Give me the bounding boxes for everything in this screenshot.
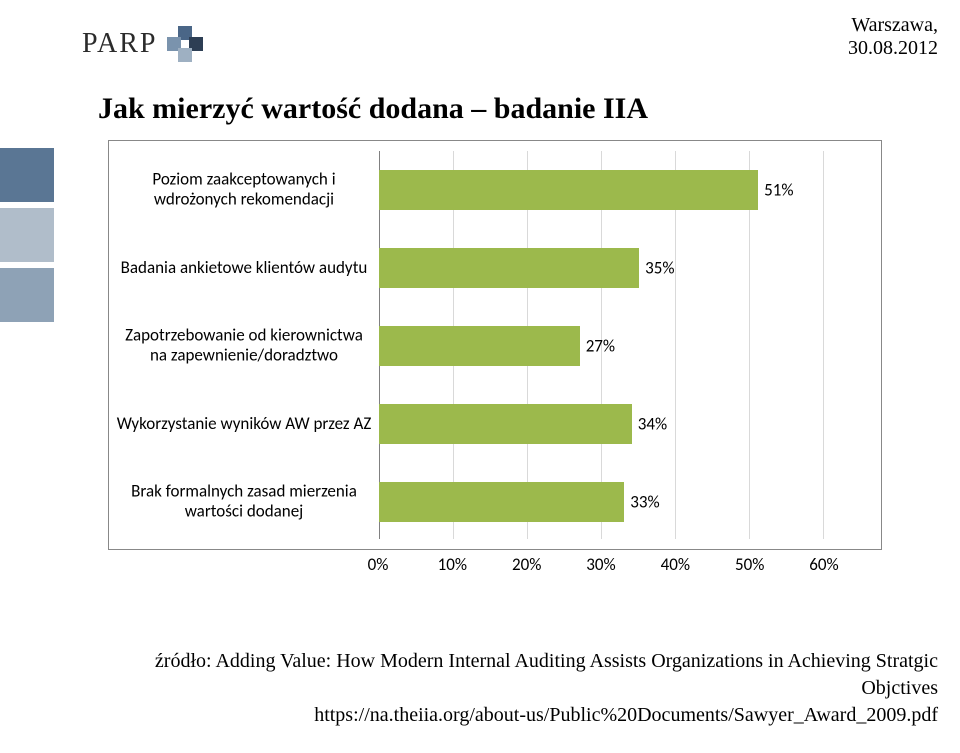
source-link: https://na.theiia.org/about-us/Public%20… (0, 702, 938, 729)
accent-squares (0, 148, 54, 328)
chart-x-axis: 0%10%20%30%40%50%60% (378, 554, 824, 578)
logo-text: PARP (82, 28, 157, 60)
chart-x-tick-label: 40% (661, 554, 690, 575)
chart-bar-label: Poziom zaakceptowanych i wdrożonych reko… (115, 170, 373, 211)
chart-row: Wykorzystanie wyników AW przez AZ 34% (109, 385, 881, 463)
chart-bar-value: 34% (638, 414, 667, 435)
chart-bar-value: 51% (764, 180, 793, 201)
source-citation: źródło: Adding Value: How Modern Interna… (0, 648, 938, 729)
chart-row: Zapotrzebowanie od kierownictwa na zapew… (109, 307, 881, 385)
logo-mark-icon (167, 26, 203, 62)
chart-bar-label: Badania ankietowe klientów audytu (115, 258, 373, 278)
source-line: Objctives (0, 675, 938, 702)
chart-bar (379, 482, 624, 522)
chart-x-tick-label: 0% (368, 554, 389, 575)
chart-bar (379, 170, 758, 210)
chart-bar (379, 404, 632, 444)
header-date-value: 30.08.2012 (848, 37, 938, 60)
accent-square (0, 208, 54, 262)
chart-bar-value: 27% (586, 336, 615, 357)
accent-square (0, 148, 54, 202)
chart-bar-label: Zapotrzebowanie od kierownictwa na zapew… (115, 326, 373, 367)
logo: PARP (82, 26, 203, 62)
chart-bar-label: Brak formalnych zasad mierzenia wartości… (115, 482, 373, 523)
chart: Poziom zaakceptowanych i wdrożonych reko… (108, 140, 882, 580)
accent-square (0, 268, 54, 322)
chart-x-tick-label: 20% (512, 554, 541, 575)
chart-x-tick-label: 30% (586, 554, 615, 575)
chart-row: Brak formalnych zasad mierzenia wartości… (109, 463, 881, 541)
chart-x-tick-label: 10% (438, 554, 467, 575)
chart-bar-label: Wykorzystanie wyników AW przez AZ (115, 414, 373, 434)
chart-row: Poziom zaakceptowanych i wdrożonych reko… (109, 151, 881, 229)
chart-bar-value: 35% (645, 258, 674, 279)
page-title: Jak mierzyć wartość dodana – badanie IIA (98, 92, 648, 126)
source-line: źródło: Adding Value: How Modern Interna… (0, 648, 938, 675)
chart-bar-value: 33% (630, 492, 659, 513)
chart-x-tick-label: 50% (735, 554, 764, 575)
chart-bar (379, 326, 580, 366)
chart-frame: Poziom zaakceptowanych i wdrożonych reko… (108, 140, 882, 550)
header-city: Warszawa, (848, 14, 938, 37)
chart-row: Badania ankietowe klientów audytu 35% (109, 229, 881, 307)
chart-x-tick-label: 60% (809, 554, 838, 575)
header-date: Warszawa, 30.08.2012 (848, 14, 938, 60)
chart-bar (379, 248, 639, 288)
